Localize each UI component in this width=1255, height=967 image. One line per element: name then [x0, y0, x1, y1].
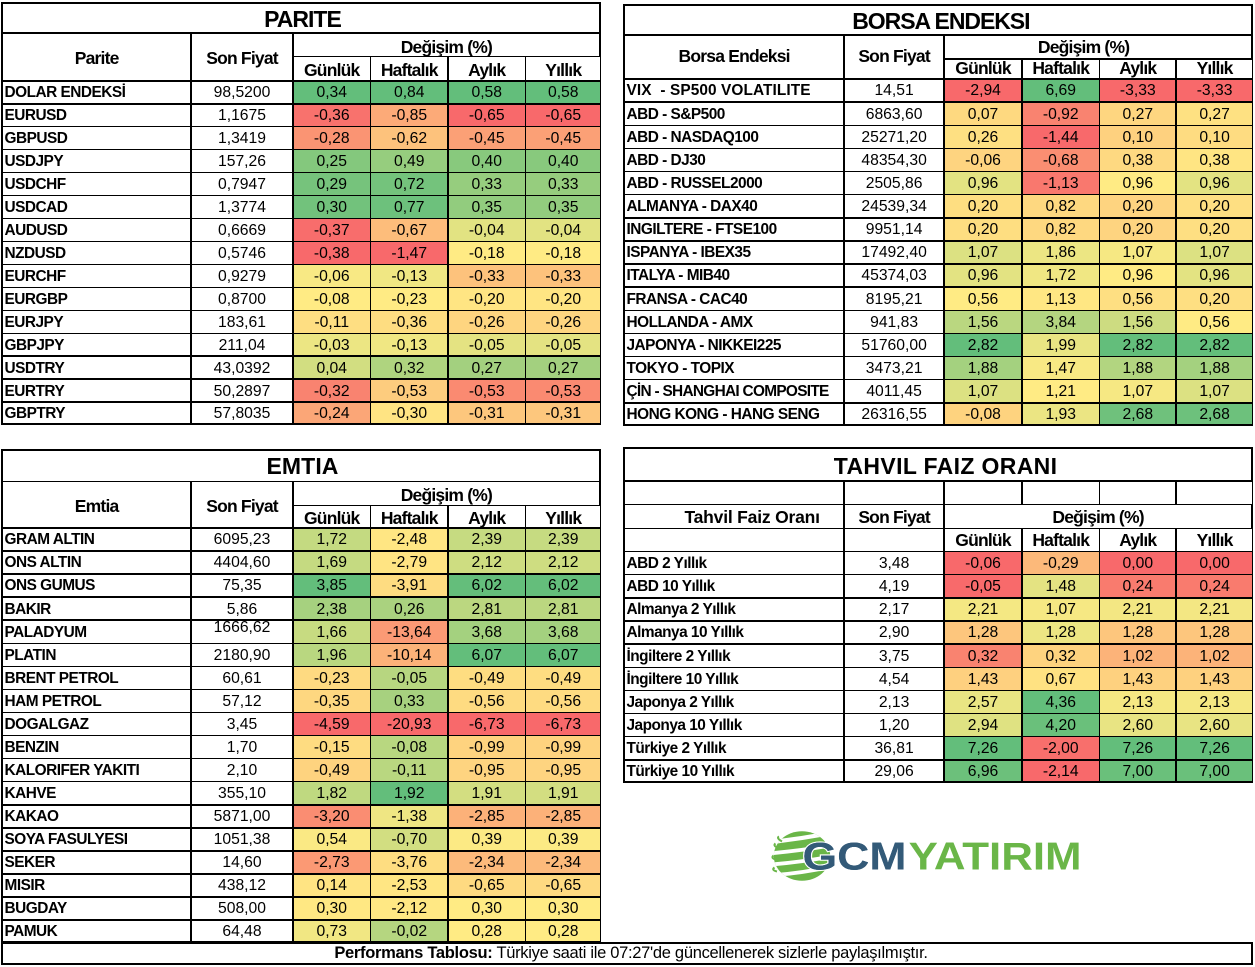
svg-text:GCM: GCM [803, 835, 907, 878]
svg-text:GCM: GCM [803, 835, 907, 878]
svg-text:YATIRIM: YATIRIM [909, 835, 1082, 878]
